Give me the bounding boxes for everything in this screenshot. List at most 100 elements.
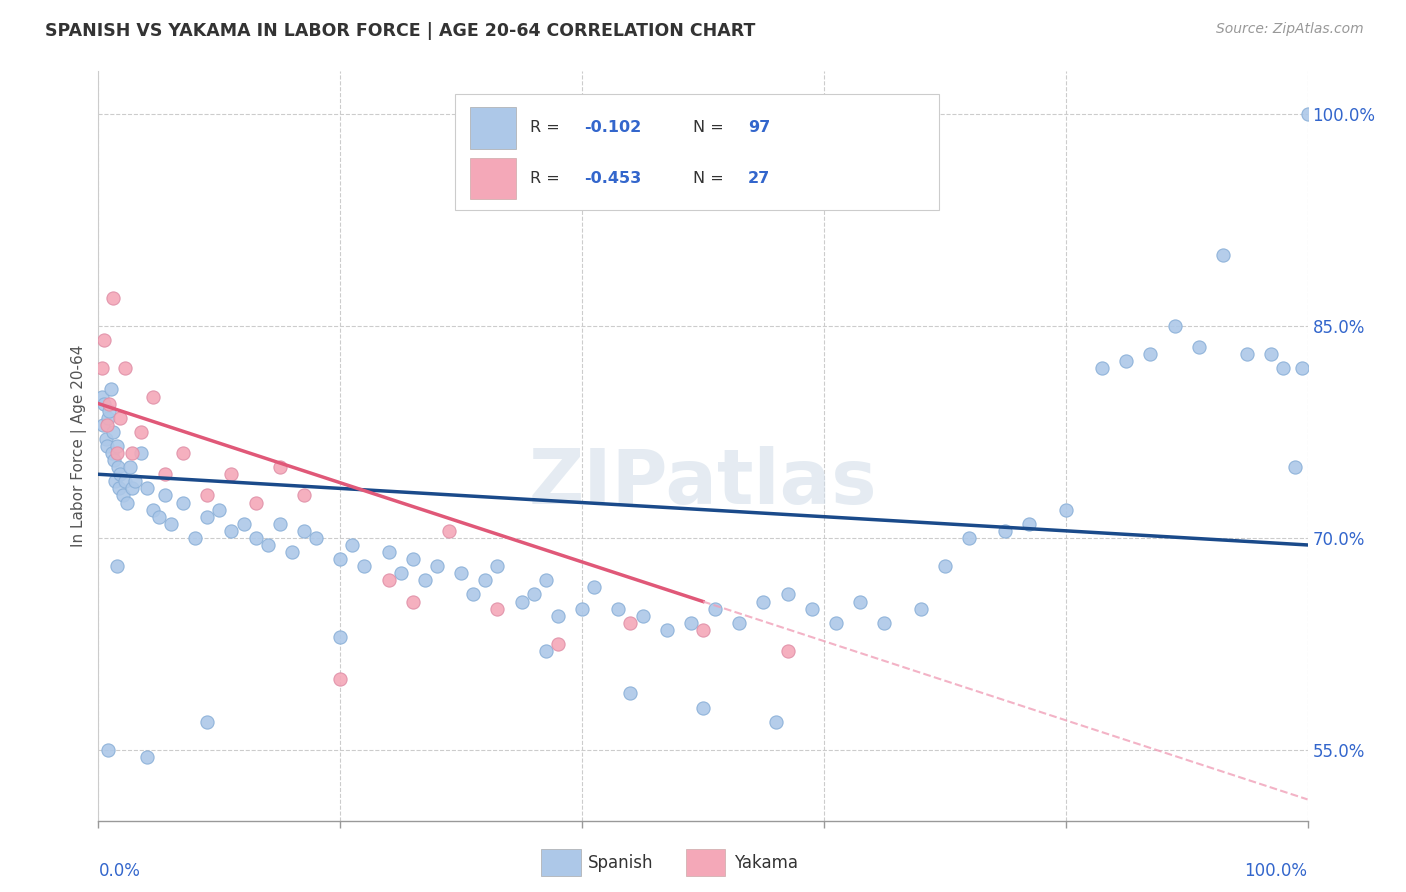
Point bbox=[486, 601, 509, 615]
Point bbox=[474, 574, 496, 588]
Point bbox=[655, 623, 678, 637]
Text: SPANISH VS YAKAMA IN LABOR FORCE | AGE 20-64 CORRELATION CHART: SPANISH VS YAKAMA IN LABOR FORCE | AGE 2… bbox=[45, 22, 755, 40]
Point bbox=[135, 482, 157, 496]
Point bbox=[305, 531, 328, 545]
Point bbox=[631, 608, 654, 623]
Point bbox=[934, 559, 956, 574]
Point bbox=[172, 495, 194, 509]
Point bbox=[1188, 340, 1211, 354]
Point bbox=[426, 559, 449, 574]
Point bbox=[195, 488, 218, 502]
Point bbox=[329, 552, 352, 566]
Point bbox=[100, 446, 122, 460]
Point bbox=[94, 432, 117, 446]
Point bbox=[765, 714, 787, 729]
Point bbox=[957, 531, 980, 545]
Point bbox=[97, 743, 120, 757]
Point bbox=[1272, 361, 1295, 376]
Point bbox=[800, 601, 823, 615]
Point bbox=[377, 574, 399, 588]
Point bbox=[704, 601, 727, 615]
Point bbox=[692, 623, 714, 637]
Point bbox=[91, 417, 114, 432]
Point bbox=[256, 538, 278, 552]
Point bbox=[825, 615, 848, 630]
Point bbox=[402, 552, 425, 566]
Point bbox=[221, 524, 243, 538]
Point bbox=[121, 446, 143, 460]
Text: R =: R = bbox=[530, 170, 565, 186]
Point bbox=[96, 417, 118, 432]
Point bbox=[117, 495, 139, 509]
Point bbox=[103, 453, 125, 467]
Text: -0.453: -0.453 bbox=[585, 170, 641, 186]
Point bbox=[547, 608, 569, 623]
Point bbox=[101, 291, 124, 305]
Point bbox=[129, 446, 152, 460]
Point bbox=[776, 644, 799, 658]
Point bbox=[153, 467, 176, 482]
Point bbox=[104, 475, 127, 489]
Point bbox=[232, 516, 254, 531]
Point bbox=[486, 559, 509, 574]
Point bbox=[172, 446, 194, 460]
Point bbox=[221, 467, 243, 482]
Point bbox=[1296, 107, 1319, 121]
Point bbox=[1018, 516, 1040, 531]
Point bbox=[679, 615, 702, 630]
Text: 97: 97 bbox=[748, 120, 770, 136]
Point bbox=[534, 574, 557, 588]
Point bbox=[114, 475, 136, 489]
Point bbox=[523, 587, 546, 601]
Point bbox=[342, 538, 364, 552]
Point bbox=[105, 559, 128, 574]
Point bbox=[142, 502, 165, 516]
Point bbox=[619, 615, 641, 630]
Point bbox=[910, 601, 932, 615]
Point bbox=[292, 488, 315, 502]
Point bbox=[97, 410, 120, 425]
Point bbox=[463, 587, 485, 601]
Point bbox=[98, 396, 121, 410]
Point bbox=[1212, 248, 1234, 262]
FancyBboxPatch shape bbox=[470, 107, 516, 149]
Point bbox=[607, 601, 630, 615]
Text: Yakama: Yakama bbox=[734, 854, 799, 871]
Text: 100.0%: 100.0% bbox=[1244, 862, 1308, 880]
Point bbox=[195, 714, 218, 729]
Point bbox=[245, 495, 267, 509]
Point bbox=[114, 361, 136, 376]
Point bbox=[1260, 347, 1282, 361]
Point bbox=[93, 396, 115, 410]
Text: N =: N = bbox=[693, 170, 730, 186]
Point bbox=[450, 566, 472, 581]
Y-axis label: In Labor Force | Age 20-64: In Labor Force | Age 20-64 bbox=[72, 345, 87, 547]
Point bbox=[269, 516, 291, 531]
Point bbox=[108, 467, 131, 482]
Text: Spanish: Spanish bbox=[588, 854, 654, 871]
Text: 0.0%: 0.0% bbox=[98, 862, 141, 880]
Point bbox=[692, 700, 714, 714]
Text: -0.102: -0.102 bbox=[585, 120, 641, 136]
Point bbox=[111, 488, 134, 502]
Point bbox=[776, 587, 799, 601]
Point bbox=[96, 439, 118, 453]
FancyBboxPatch shape bbox=[456, 94, 939, 210]
Point bbox=[437, 524, 460, 538]
Point bbox=[129, 425, 152, 439]
Text: 27: 27 bbox=[748, 170, 770, 186]
Point bbox=[402, 594, 425, 608]
Point bbox=[108, 482, 131, 496]
Point bbox=[510, 594, 533, 608]
Point bbox=[1291, 361, 1313, 376]
Point bbox=[389, 566, 412, 581]
Point bbox=[195, 509, 218, 524]
Point bbox=[118, 460, 141, 475]
Point bbox=[269, 460, 291, 475]
Point bbox=[873, 615, 896, 630]
Point bbox=[105, 439, 128, 453]
Point bbox=[160, 516, 183, 531]
Point bbox=[98, 403, 121, 417]
Point bbox=[1054, 502, 1077, 516]
Point bbox=[91, 390, 114, 404]
